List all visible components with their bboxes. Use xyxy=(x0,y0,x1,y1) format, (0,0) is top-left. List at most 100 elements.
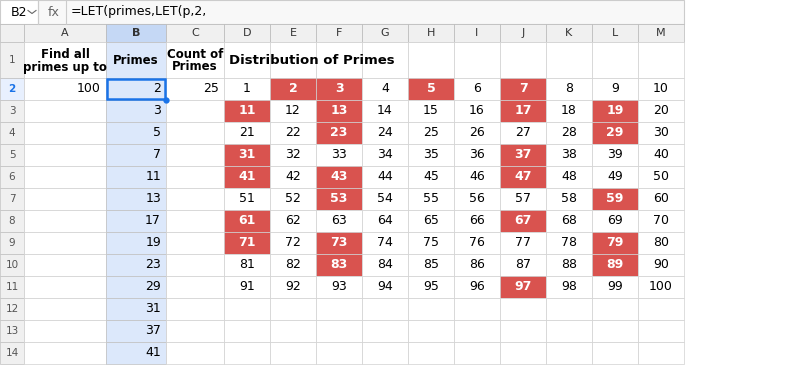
Bar xyxy=(500,254,546,276)
Text: 70: 70 xyxy=(653,214,669,228)
Text: 27: 27 xyxy=(515,126,531,140)
Bar xyxy=(316,298,362,320)
Bar xyxy=(592,78,638,100)
Bar xyxy=(166,100,224,122)
Text: 69: 69 xyxy=(607,214,623,228)
Bar xyxy=(0,276,24,298)
Text: 22: 22 xyxy=(285,126,301,140)
Text: 46: 46 xyxy=(469,171,485,183)
Bar xyxy=(454,320,500,342)
Bar xyxy=(166,254,224,276)
Text: 17: 17 xyxy=(145,214,161,228)
Text: B: B xyxy=(132,28,140,38)
Bar xyxy=(408,276,454,298)
Bar xyxy=(106,100,166,122)
Bar xyxy=(106,188,166,210)
Text: =LET(primes,LET(p,2,: =LET(primes,LET(p,2, xyxy=(71,6,207,18)
Bar xyxy=(546,78,592,100)
Bar xyxy=(224,42,270,78)
Text: 80: 80 xyxy=(653,237,669,249)
Bar xyxy=(592,298,638,320)
Bar xyxy=(454,254,500,276)
Bar xyxy=(0,166,24,188)
Bar xyxy=(0,78,24,100)
Bar xyxy=(454,42,500,78)
Bar xyxy=(0,342,24,364)
Text: 78: 78 xyxy=(561,237,577,249)
Bar xyxy=(24,24,106,42)
Bar xyxy=(546,42,592,78)
Bar xyxy=(106,320,166,342)
Text: Count of: Count of xyxy=(167,48,223,60)
Text: 28: 28 xyxy=(561,126,577,140)
Text: 36: 36 xyxy=(469,148,485,162)
Bar xyxy=(224,276,270,298)
Bar xyxy=(362,188,408,210)
Bar xyxy=(638,232,684,254)
Bar xyxy=(224,166,270,188)
Bar xyxy=(24,78,106,100)
Text: 50: 50 xyxy=(653,171,669,183)
Text: 68: 68 xyxy=(561,214,577,228)
Text: 19: 19 xyxy=(606,105,624,117)
Text: 52: 52 xyxy=(285,192,301,206)
Bar xyxy=(166,298,224,320)
Text: fx: fx xyxy=(48,6,60,18)
Bar xyxy=(362,320,408,342)
Text: 87: 87 xyxy=(515,258,531,272)
Bar xyxy=(166,144,224,166)
Bar xyxy=(592,232,638,254)
Bar xyxy=(106,276,166,298)
Bar xyxy=(454,342,500,364)
Text: 2: 2 xyxy=(289,82,298,96)
Bar xyxy=(316,276,362,298)
Bar xyxy=(546,232,592,254)
Text: 21: 21 xyxy=(239,126,255,140)
Text: 9: 9 xyxy=(611,82,619,96)
Text: 66: 66 xyxy=(469,214,485,228)
Bar xyxy=(500,342,546,364)
Bar xyxy=(24,42,106,78)
Bar xyxy=(224,78,270,100)
Text: 13: 13 xyxy=(146,192,161,206)
Bar xyxy=(316,100,362,122)
Text: 93: 93 xyxy=(331,280,347,294)
Bar xyxy=(408,42,454,78)
Bar xyxy=(270,24,316,42)
Bar xyxy=(224,298,270,320)
Text: 7: 7 xyxy=(518,82,527,96)
Bar xyxy=(0,144,24,166)
Bar xyxy=(24,342,106,364)
Text: 11: 11 xyxy=(146,171,161,183)
Bar xyxy=(224,144,270,166)
Bar xyxy=(546,210,592,232)
Text: 3: 3 xyxy=(9,106,15,116)
Text: D: D xyxy=(242,28,251,38)
Text: 4: 4 xyxy=(9,128,15,138)
Text: 13: 13 xyxy=(330,105,348,117)
Bar xyxy=(166,232,224,254)
Bar xyxy=(408,144,454,166)
Bar xyxy=(408,232,454,254)
Bar xyxy=(224,342,270,364)
Bar xyxy=(638,276,684,298)
Text: 14: 14 xyxy=(377,105,393,117)
Bar xyxy=(270,166,316,188)
Text: 75: 75 xyxy=(423,237,439,249)
Bar xyxy=(362,166,408,188)
Bar xyxy=(454,188,500,210)
Text: 48: 48 xyxy=(561,171,577,183)
Text: 61: 61 xyxy=(238,214,256,228)
Text: 89: 89 xyxy=(606,258,624,272)
Bar xyxy=(362,24,408,42)
Bar xyxy=(546,100,592,122)
Bar xyxy=(362,100,408,122)
Text: J: J xyxy=(522,28,525,38)
Text: 11: 11 xyxy=(238,105,256,117)
Text: Find all: Find all xyxy=(41,48,90,60)
Bar xyxy=(106,232,166,254)
Text: 67: 67 xyxy=(514,214,532,228)
Text: 13: 13 xyxy=(6,326,18,336)
Bar xyxy=(166,276,224,298)
Bar xyxy=(0,188,24,210)
